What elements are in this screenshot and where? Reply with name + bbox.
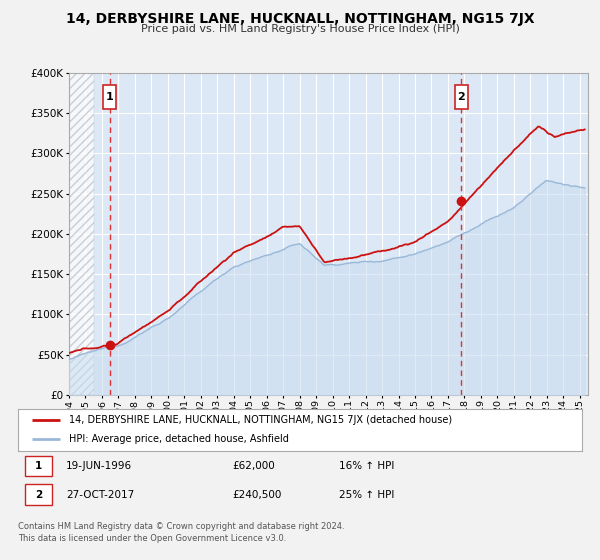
Text: Contains HM Land Registry data © Crown copyright and database right 2024.
This d: Contains HM Land Registry data © Crown c… [18,522,344,543]
FancyBboxPatch shape [103,85,116,109]
Text: 25% ↑ HPI: 25% ↑ HPI [340,489,395,500]
Text: 14, DERBYSHIRE LANE, HUCKNALL, NOTTINGHAM, NG15 7JX: 14, DERBYSHIRE LANE, HUCKNALL, NOTTINGHA… [65,12,535,26]
Text: 27-OCT-2017: 27-OCT-2017 [66,489,134,500]
Text: 14, DERBYSHIRE LANE, HUCKNALL, NOTTINGHAM, NG15 7JX (detached house): 14, DERBYSHIRE LANE, HUCKNALL, NOTTINGHA… [69,415,452,425]
Text: 2: 2 [35,489,42,500]
Text: 1: 1 [106,92,113,102]
Text: 16% ↑ HPI: 16% ↑ HPI [340,461,395,471]
FancyBboxPatch shape [25,456,52,476]
Text: Price paid vs. HM Land Registry's House Price Index (HPI): Price paid vs. HM Land Registry's House … [140,24,460,34]
Text: 1: 1 [35,461,42,471]
Text: £240,500: £240,500 [232,489,281,500]
Polygon shape [69,73,94,395]
Text: HPI: Average price, detached house, Ashfield: HPI: Average price, detached house, Ashf… [69,435,289,445]
Text: 2: 2 [458,92,466,102]
FancyBboxPatch shape [25,484,52,505]
FancyBboxPatch shape [455,85,468,109]
Text: £62,000: £62,000 [232,461,275,471]
Text: 19-JUN-1996: 19-JUN-1996 [66,461,132,471]
